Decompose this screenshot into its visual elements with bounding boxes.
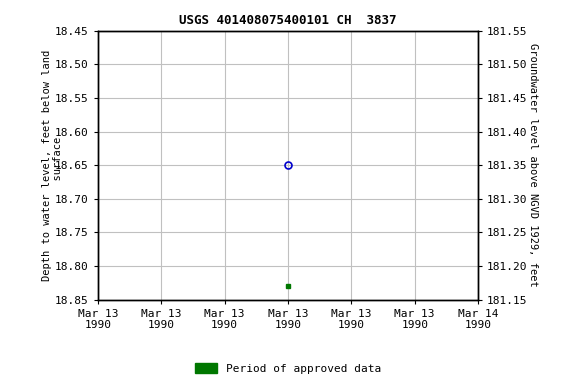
Legend: Period of approved data: Period of approved data bbox=[191, 359, 385, 379]
Y-axis label: Groundwater level above NGVD 1929, feet: Groundwater level above NGVD 1929, feet bbox=[528, 43, 538, 287]
Y-axis label: Depth to water level, feet below land
  surface: Depth to water level, feet below land su… bbox=[41, 50, 63, 281]
Title: USGS 401408075400101 CH  3837: USGS 401408075400101 CH 3837 bbox=[179, 14, 397, 27]
